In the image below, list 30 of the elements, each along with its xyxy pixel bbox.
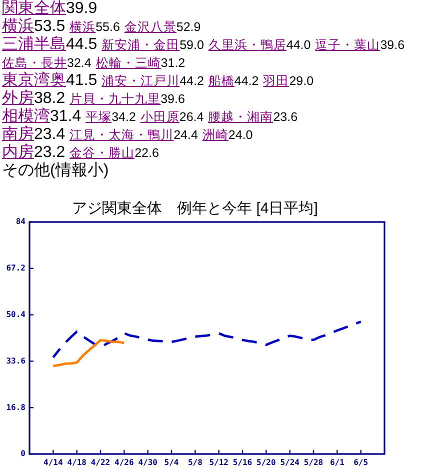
- x-tick-label: 4/18: [67, 458, 87, 467]
- x-tick-label: 5/12: [209, 458, 229, 467]
- x-tick-label: 4/30: [138, 458, 158, 467]
- y-tick-label: 16.8: [6, 402, 26, 412]
- x-tick-label: 5/28: [304, 458, 324, 467]
- x-tick-label: 4/22: [90, 458, 110, 467]
- text: 相模湾31.4 平塚34.2 小田原26.4 腰越・湘南23.6: [2, 108, 298, 125]
- y-tick-label: 84: [16, 217, 26, 226]
- x-tick-label: 5/8: [188, 458, 203, 467]
- x-tick-label: 4/14: [44, 458, 63, 467]
- text: 東京湾奥41.5 浦安・江戸川44.2 船橋44.2 羽田29.0: [2, 72, 314, 89]
- text: 三浦半島44.5 新安浦・金田59.0 久里浜・鴨居44.0 逗子・葉山39.6 佐島・長井32.4 松輪・三崎31.2: [2, 36, 405, 70]
- text: その他(情報小): [2, 162, 109, 179]
- x-tick-label: 5/24: [280, 458, 300, 467]
- y-tick-label: 67.2: [6, 264, 26, 273]
- x-tick-label: 6/1: [330, 458, 345, 467]
- x-tick-label: 6/5: [354, 458, 368, 467]
- text: 内房23.2 金谷・勝山22.6: [2, 144, 159, 161]
- x-tick-label: 4/26: [114, 458, 134, 467]
- x-tick-label: 5/16: [232, 458, 252, 467]
- y-tick-label: 0: [20, 449, 26, 458]
- x-tick-label: 5/4: [164, 458, 179, 467]
- text: 横浜53.5 横浜55.6 金沢八景52.9: [2, 18, 201, 35]
- x-tick-label: 5/20: [256, 458, 276, 467]
- y-tick-label: 50.4: [6, 310, 26, 319]
- text: 南房23.4 江見・太海・鴨川24.4 洲崎24.0: [2, 126, 253, 143]
- text: 外房38.2 片貝・九十九里39.6: [2, 90, 185, 107]
- chart-title: アジ関東全体 例年と今年 [4日平均]: [72, 200, 318, 217]
- y-tick-label: 33.6: [6, 356, 26, 366]
- text: 関東全体39.9: [2, 0, 98, 17]
